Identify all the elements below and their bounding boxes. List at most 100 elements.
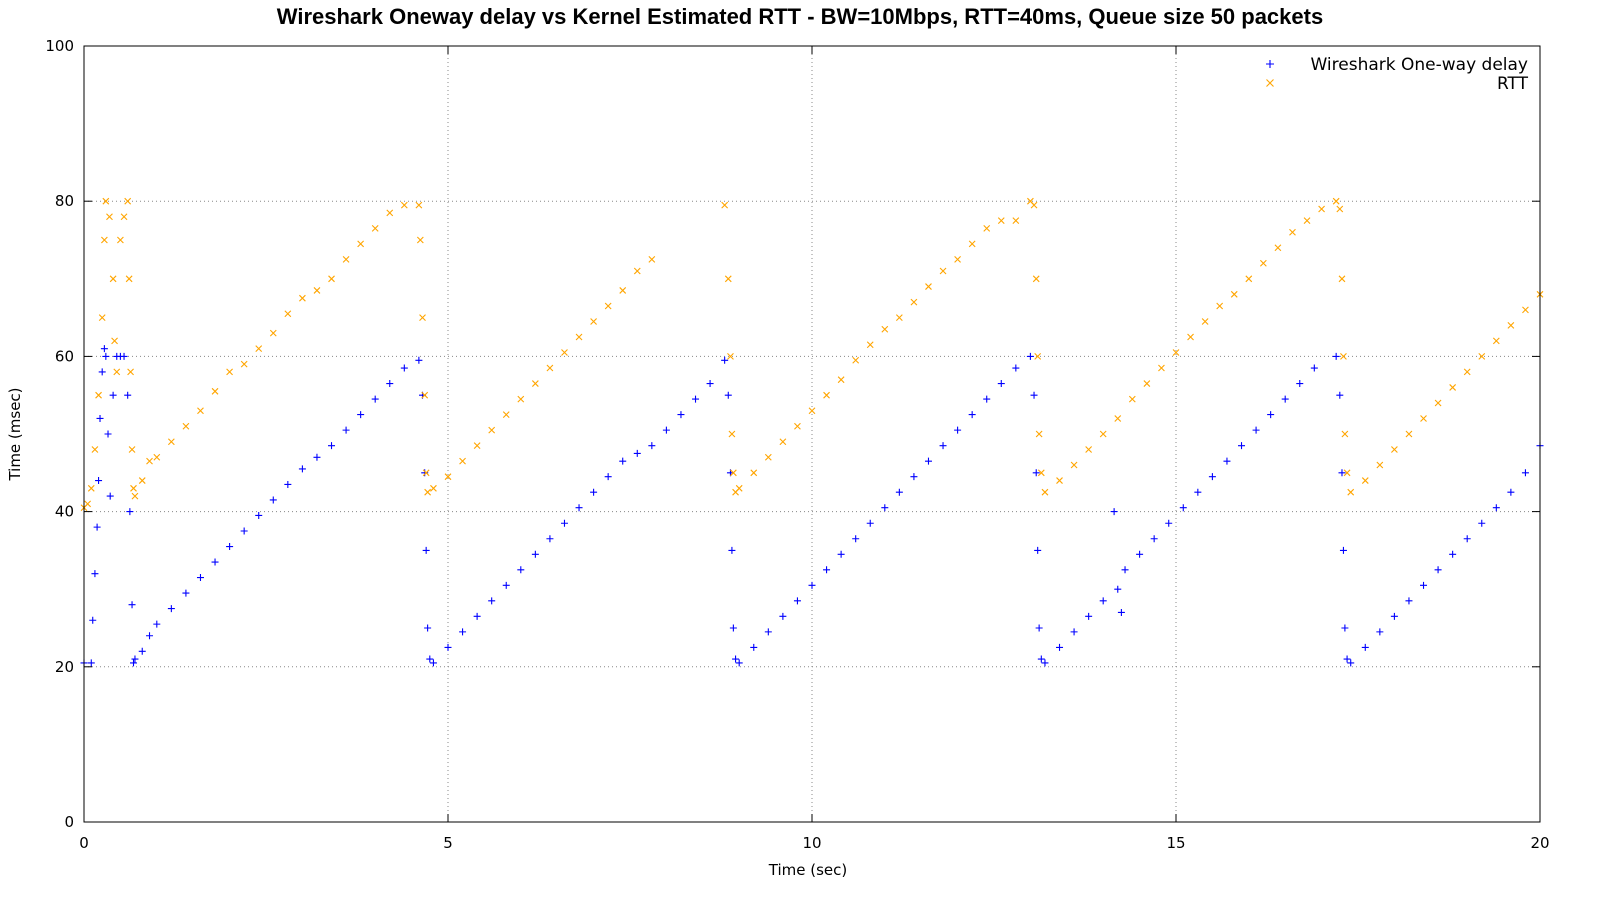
rtt-point [633,267,641,275]
ticks-layer: 0 5 10 15 20 0 20 40 60 80 100 [45,37,1549,852]
rtt-point [1245,275,1253,283]
oneway-delay-point [1099,597,1107,605]
rtt-point [1332,197,1340,205]
oneway-delay-point [284,480,292,488]
oneway-delay-point [1035,624,1043,632]
rtt-point [113,368,121,376]
points-layer [80,197,1544,667]
rtt-point [131,492,139,500]
oneway-delay-point [924,457,932,465]
oneway-delay-point [721,356,729,364]
oneway-delay-point [109,391,117,399]
rtt-point [1434,399,1442,407]
oneway-delay-point [146,632,154,640]
oneway-delay-point [93,523,101,531]
rtt-point [1347,488,1355,496]
rtt-point [561,349,568,356]
rtt-point [1056,477,1063,484]
rtt-point [1274,244,1282,252]
oneway-delay-point [1238,442,1246,450]
oneway-delay-point [954,426,962,434]
oneway-delay-point [1026,352,1034,360]
rtt-point [517,395,525,403]
rtt-point [182,422,190,430]
rtt-point [729,469,737,477]
oneway-delay-point [211,558,219,566]
oneway-delay-point [255,511,263,519]
oneway-delay-point [648,442,656,450]
oneway-delay-point [1110,508,1118,516]
rtt-point [1341,430,1349,438]
oneway-delay-point [1332,352,1340,360]
oneway-delay-point [1165,519,1173,527]
oneway-delay-point [808,581,816,589]
oneway-delay-point [196,574,204,582]
rtt-point [138,477,146,484]
rtt-point [1012,217,1020,224]
oneway-delay-point [706,380,714,388]
rtt-point [1099,430,1107,438]
rtt-point [1114,415,1122,422]
oneway-delay-point [1012,364,1020,372]
rtt-point [1034,353,1042,360]
rtt-point [84,500,92,508]
rtt-point [371,224,379,232]
oneway-delay-point [1343,655,1351,663]
rtt-point [1391,446,1398,453]
grid-layer [84,46,1540,822]
oneway-delay-point [590,488,598,496]
oneway-delay-point [1179,504,1187,512]
oneway-delay-point [560,519,568,527]
x-axis-label: Time (sec) [768,861,847,879]
rtt-point [284,310,292,318]
rtt-point [328,275,335,283]
rtt-point [1478,353,1486,360]
rtt-point [1338,275,1346,283]
oneway-delay-point [128,601,136,609]
oneway-delay-point [269,496,277,504]
oneway-delay-point [1056,643,1064,651]
rtt-point [764,453,772,461]
oneway-delay-point [1041,659,1049,667]
rtt-point [87,484,95,492]
oneway-delay-point [1194,488,1202,496]
oneway-delay-point [131,655,139,663]
oneway-delay-point [750,643,758,651]
rtt-point [100,236,108,244]
rtt-point [299,294,306,302]
rtt-point [400,201,408,209]
rtt-point [357,240,365,248]
rtt-point [604,302,612,310]
oneway-delay-point [473,612,481,620]
rtt-point [619,287,627,294]
oneway-delay-point [153,620,161,628]
oneway-delay-point [429,659,437,667]
rtt-point [424,488,432,496]
oneway-delay-point [415,356,423,364]
rtt-point [1340,353,1347,360]
oneway-delay-point [95,477,103,485]
oneway-delay-point [619,457,627,465]
chart-title: Wireshark Oneway delay vs Kernel Estimat… [276,4,1324,29]
rtt-point [1376,461,1384,469]
rtt-point [1420,415,1427,422]
oneway-delay-point [546,535,554,543]
oneway-delay-point [823,566,831,574]
oneway-delay-point [692,395,700,403]
rtt-point [1492,337,1500,345]
rtt-point [124,197,132,205]
rtt-point [98,314,106,321]
x-tick-label: 10 [802,834,821,852]
oneway-delay-point [633,449,641,457]
oneway-delay-point [104,430,112,438]
oneway-delay-point [604,473,612,481]
oneway-delay-point [1136,550,1144,558]
rtt-point [111,337,118,345]
oneway-delay-point [575,504,583,512]
legend-marker-rtt [1266,79,1274,87]
oneway-delay-point [1478,519,1486,527]
oneway-delay-point [1338,469,1346,477]
oneway-delay-point [1405,597,1413,605]
